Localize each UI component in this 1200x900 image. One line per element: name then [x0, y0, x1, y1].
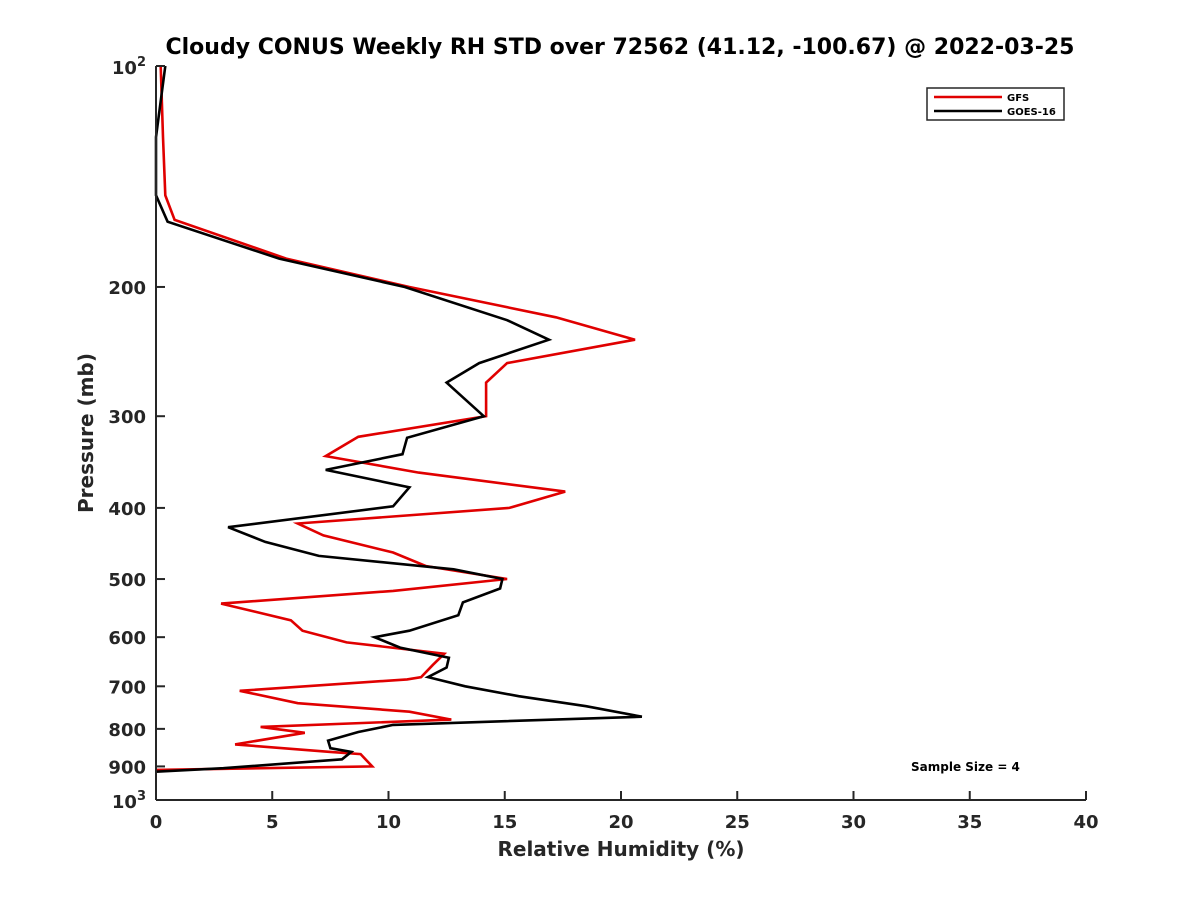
x-tick-label: 0	[150, 812, 163, 833]
x-tick-label: 25	[725, 812, 750, 833]
y-tick-label: 400	[108, 499, 146, 520]
x-axis-label: Relative Humidity (%)	[497, 837, 744, 861]
x-tick-label: 35	[957, 812, 982, 833]
x-tick-label: 5	[266, 812, 279, 833]
y-tick-label: 800	[108, 720, 146, 741]
legend-box	[926, 87, 1065, 121]
chart-title: Cloudy CONUS Weekly RH STD over 72562 (4…	[166, 35, 1075, 60]
y-axis-label: Pressure (mb)	[74, 353, 98, 513]
y-tick-label: 700	[108, 677, 146, 698]
y-tick-label: 200	[108, 278, 146, 299]
x-tick-label: 30	[841, 812, 866, 833]
y-tick-label: 600	[108, 628, 146, 649]
y-ticks: 102 200 300 400 500 600 700 800 900 103	[108, 55, 165, 813]
x-tick-label: 40	[1073, 812, 1098, 833]
y-tick-label: 900	[108, 757, 146, 778]
sample-size-annotation: Sample Size = 4	[911, 760, 1020, 774]
y-tick-label: 300	[108, 407, 146, 428]
y-tick-label: 102	[112, 55, 146, 79]
legend-label-gfs: GFS	[1007, 93, 1029, 104]
series-line-goes16	[154, 65, 643, 773]
x-ticks: 0 5 10 15 20 25 30 35 40	[150, 791, 1099, 833]
series-layer	[154, 65, 643, 773]
y-tick-label: 103	[112, 789, 146, 813]
axes-layer	[155, 66, 1086, 801]
series-line-gfs	[155, 65, 636, 772]
legend: GFS GOES-16	[926, 87, 1065, 121]
x-tick-label: 10	[376, 812, 401, 833]
y-tick-label: 500	[108, 570, 146, 591]
x-tick-label: 15	[492, 812, 517, 833]
x-tick-label: 20	[608, 812, 633, 833]
legend-label-goes16: GOES-16	[1007, 107, 1056, 118]
